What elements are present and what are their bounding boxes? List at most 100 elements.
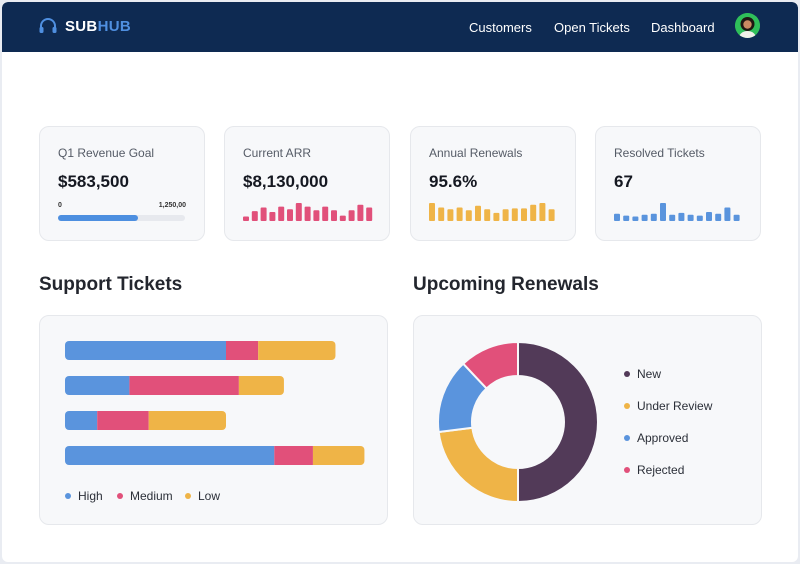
renewals-donut-chart [437,340,599,504]
stat-card-arr: Current ARR $8,130,000 [224,126,390,241]
sparkline-renewals [429,203,555,221]
spark-bar [339,215,346,221]
ticket-bar-high [65,376,130,395]
support-tickets-chart [65,341,365,465]
upcoming-renewals-card: New Under Review Approved Rejected [413,315,762,525]
spark-bar [304,206,311,221]
ticket-bar-medium [97,411,149,430]
spark-bar [287,209,293,221]
logo-text-part2: HUB [97,17,131,35]
spark-bar [521,208,527,221]
ticket-bar-row [65,446,365,465]
spark-bar [706,212,712,221]
spark-bar [678,212,685,221]
ticket-bar-row [65,341,336,360]
spark-bar [696,215,703,221]
progress-max-label: 1,250,00 [158,202,186,209]
spark-bar [484,209,491,221]
spark-bar [724,207,731,221]
spark-bar [530,204,537,221]
spark-bar [456,207,463,221]
spark-bar [348,210,355,221]
avatar[interactable] [735,13,760,38]
legend-dot-approved [624,434,630,441]
legend-dot-low [185,492,191,499]
spark-bar [331,210,337,221]
stat-card-revenue-goal: Q1 Revenue Goal $583,500 0 1,250,00 [39,126,205,241]
spark-bar [623,215,630,221]
nav-customers[interactable]: Customers [469,20,532,35]
headset-icon [39,18,57,33]
ticket-bar-high [65,446,275,465]
nav-dashboard[interactable]: Dashboard [651,20,715,35]
legend-dot-under-review [624,402,630,409]
legend-label-under-review: Under Review [637,399,713,413]
nav-open-tickets[interactable]: Open Tickets [554,20,630,35]
donut-slice-rejected [461,340,519,390]
legend-new: New [624,367,661,381]
spark-bar [260,207,267,221]
stat-value: 95.6% [429,172,478,191]
stat-label: Annual Renewals [429,146,523,160]
spark-bar [687,214,694,221]
legend-label-medium: Medium [130,489,173,503]
spark-bar [447,209,454,221]
spark-bar [641,214,648,221]
stat-card-resolved: Resolved Tickets 67 [595,126,761,241]
user-avatar-icon [735,13,760,38]
spark-bar [251,211,258,221]
spark-bar [539,203,546,221]
stat-label: Q1 Revenue Goal [58,146,155,160]
ticket-bar-low [312,446,365,465]
sparkline-arr [243,203,373,221]
sparkline-resolved [614,203,740,221]
legend-medium: Medium [117,489,173,503]
ticket-bar-medium [274,446,313,465]
legend-dot-medium [117,492,123,499]
spark-bar [243,216,249,221]
legend-low: Low [185,489,220,503]
ticket-bar-row [65,411,226,430]
legend-label-high: High [78,489,103,503]
spark-bar [465,210,472,221]
ticket-bar-row [65,376,284,395]
support-tickets-title: Support Tickets [39,274,183,295]
spark-bar [511,208,518,221]
spark-bar [429,203,435,221]
legend-dot-rejected [624,466,630,473]
spark-bar [295,203,302,221]
spark-bar [632,216,639,221]
spark-bar [669,214,676,221]
stat-value: 67 [614,172,633,191]
spark-bar [357,204,364,221]
legend-approved: Approved [624,431,688,445]
ticket-bar-low [148,411,226,430]
legend-label-rejected: Rejected [637,463,685,477]
legend-dot-new [624,370,630,377]
logo-text-part1: SUB [65,17,98,35]
spark-bar [650,213,657,221]
ticket-bar-medium [226,341,259,360]
ticket-bar-high [65,341,226,360]
logo[interactable]: SUBHUB [38,17,131,35]
spark-bar [322,206,329,221]
spark-bar [438,207,445,221]
spark-bar [278,206,285,221]
spark-bar [614,213,620,221]
spark-bar [733,214,740,221]
stat-card-renewals: Annual Renewals 95.6% [410,126,576,241]
donut-slice-under-review [437,426,519,504]
spark-bar [366,207,373,221]
spark-bar [269,212,276,221]
ticket-bar-low [258,341,336,360]
stat-value: $583,500 [58,172,129,191]
stat-value: $8,130,000 [243,172,329,191]
support-tickets-card: High Medium Low [39,315,388,525]
logo-text: SUBHUB [65,18,131,35]
legend-label-approved: Approved [637,431,689,445]
legend-label-low: Low [198,489,221,503]
ticket-bar-high [65,411,98,430]
legend-label-new: New [637,367,662,381]
upcoming-renewals-title: Upcoming Renewals [413,274,599,295]
spark-bar [502,209,509,221]
